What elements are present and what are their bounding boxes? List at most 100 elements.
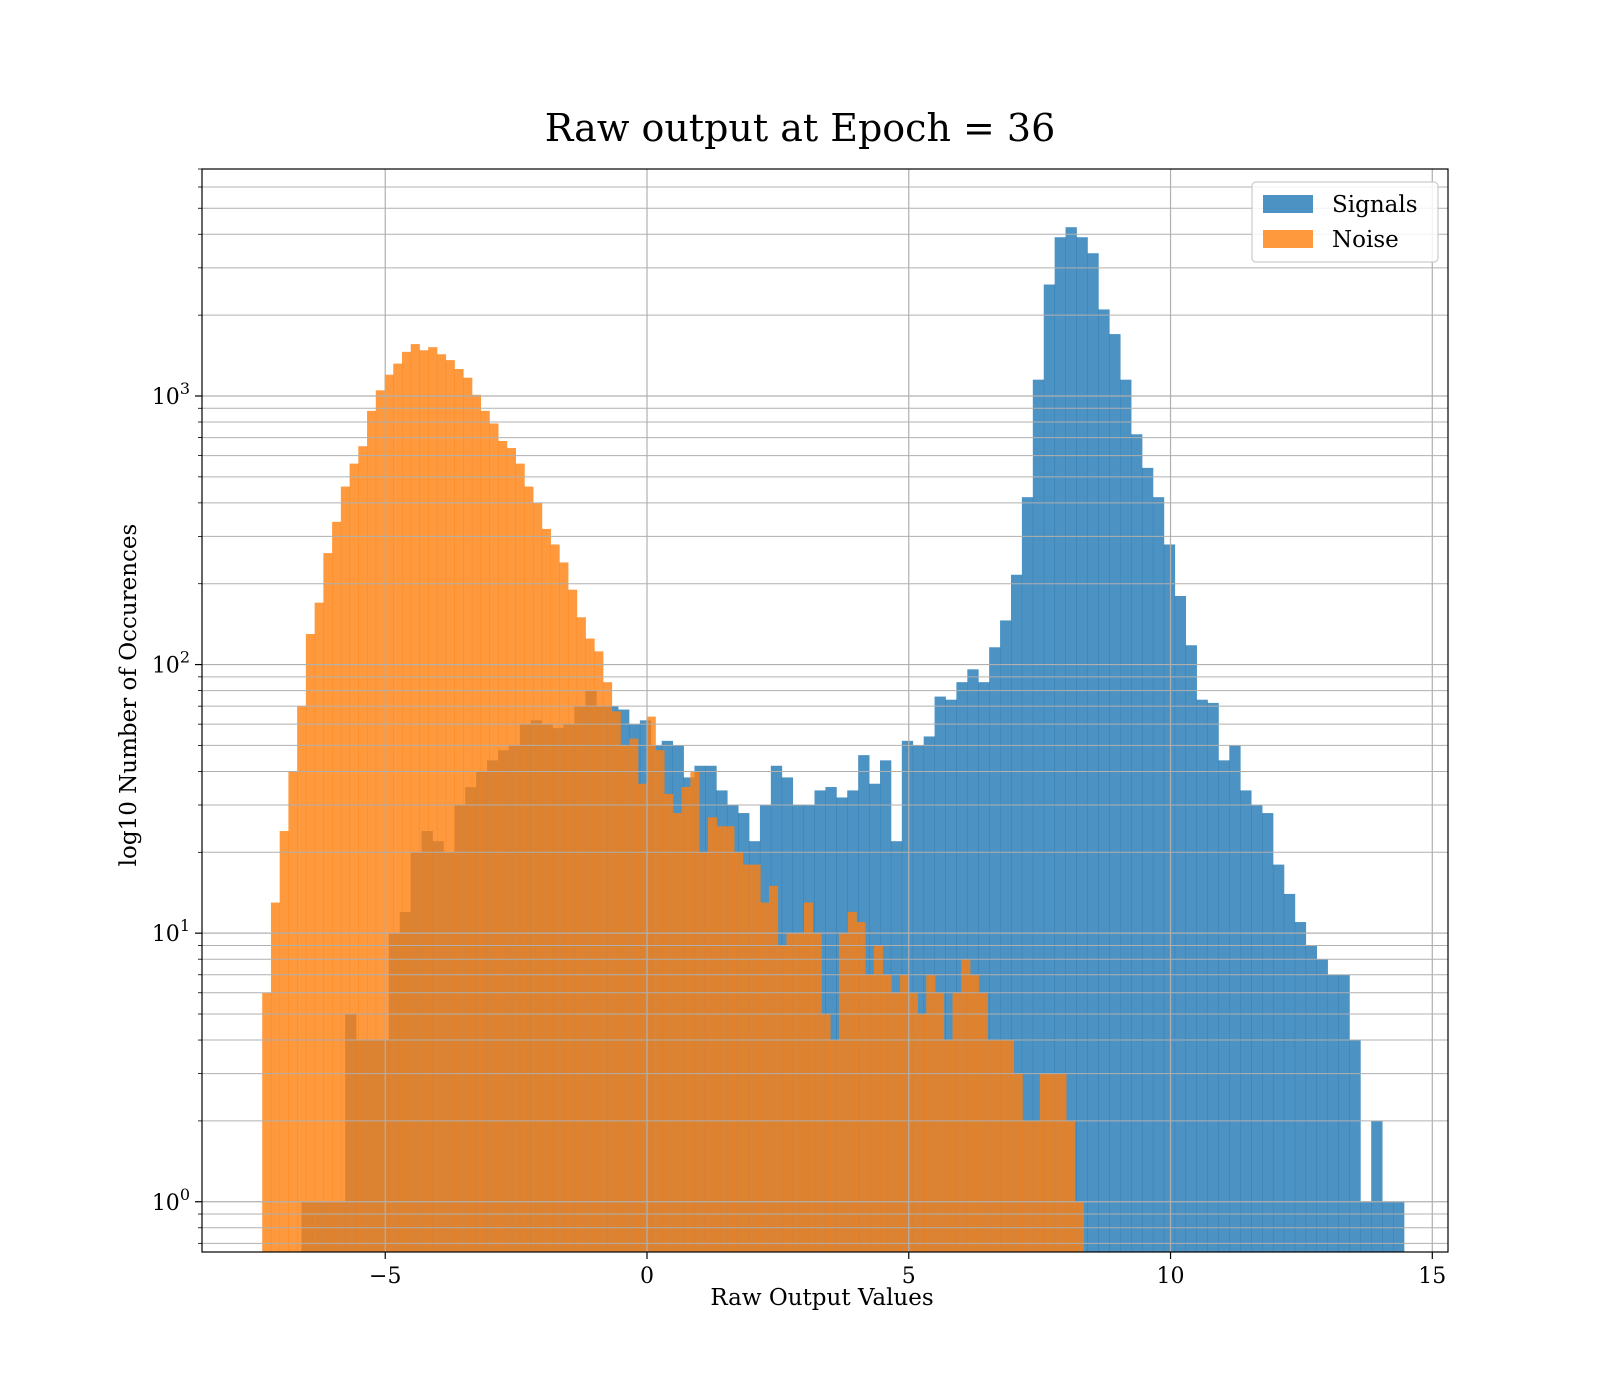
- signals-bar: [1185, 645, 1197, 1252]
- noise-bar: [943, 1040, 953, 1252]
- noise-bar: [384, 374, 394, 1252]
- noise-bar: [480, 410, 490, 1252]
- noise-bar: [768, 885, 779, 1252]
- signals-bar: [1349, 1040, 1361, 1252]
- signals-bar: [945, 699, 957, 1252]
- signals-bar: [1316, 959, 1328, 1252]
- noise-bar: [1004, 1040, 1015, 1252]
- noise-bar: [1066, 1120, 1076, 1252]
- legend-swatch-noise: [1263, 230, 1313, 248]
- bars-layer: [262, 227, 1405, 1252]
- signals-bar: [1251, 805, 1263, 1252]
- noise-bar: [742, 864, 752, 1252]
- noise-bar: [550, 544, 560, 1252]
- noise-bar: [926, 974, 936, 1252]
- signals-bar: [1174, 596, 1187, 1252]
- x-axis-ticks: −5 0 5 10 15: [369, 1252, 1446, 1289]
- noise-bar: [681, 787, 691, 1252]
- noise-bar: [594, 651, 604, 1252]
- noise-bar: [620, 745, 630, 1252]
- noise-bar: [856, 922, 866, 1252]
- noise-bar: [358, 446, 368, 1252]
- noise-bar: [987, 1040, 997, 1252]
- noise-bar: [655, 750, 665, 1252]
- x-tick-label: 15: [1418, 1264, 1446, 1289]
- noise-bar: [996, 1040, 1006, 1252]
- signals-bar: [1294, 922, 1307, 1252]
- noise-bar: [690, 771, 700, 1252]
- signals-bar: [1065, 227, 1077, 1252]
- signals-bar: [1218, 760, 1230, 1252]
- noise-bar: [463, 377, 473, 1252]
- noise-bar: [672, 813, 683, 1252]
- y-axis-label: log10 Number of Occurences: [116, 524, 142, 867]
- signals-bar: [1338, 974, 1350, 1252]
- signals-bar: [1131, 434, 1143, 1252]
- signals-bar: [1240, 790, 1252, 1252]
- signals-bar: [1043, 284, 1056, 1252]
- noise-bar: [952, 992, 962, 1252]
- noise-bar: [419, 350, 429, 1252]
- noise-bar: [559, 562, 569, 1252]
- legend-label-noise: Noise: [1332, 227, 1399, 253]
- noise-bar: [751, 864, 761, 1252]
- signals-bar: [1032, 379, 1045, 1252]
- noise-bar: [611, 711, 621, 1252]
- noise-bar: [314, 602, 324, 1252]
- signals-bar: [1076, 237, 1088, 1252]
- signals-bar: [825, 787, 837, 1252]
- noise-bar: [795, 933, 805, 1252]
- noise-bar: [288, 771, 298, 1252]
- noise-bar: [978, 992, 988, 1252]
- noise-bar: [393, 363, 403, 1252]
- noise-bar: [838, 933, 849, 1252]
- noise-bar: [629, 738, 639, 1252]
- x-axis-label: Raw Output Values: [710, 1285, 933, 1311]
- y-tick-label: 103: [152, 379, 190, 410]
- signals-bar: [1163, 544, 1176, 1252]
- signals-bar: [1229, 745, 1241, 1252]
- signals-bar: [1098, 309, 1110, 1252]
- signals-bar: [1196, 699, 1208, 1252]
- signals-bar: [1120, 379, 1132, 1252]
- noise-bar: [541, 528, 551, 1252]
- grid-layer: [202, 169, 1448, 1252]
- legend-swatch-signals: [1263, 195, 1313, 213]
- noise-bar: [1039, 1073, 1049, 1252]
- noise-bar: [506, 448, 516, 1252]
- signals-bar: [1371, 1120, 1383, 1252]
- noise-bar: [262, 992, 272, 1252]
- noise-bar: [1048, 1073, 1058, 1252]
- noise-bar: [847, 911, 857, 1252]
- noise-bar: [821, 1014, 831, 1252]
- noise-bar: [882, 974, 892, 1252]
- signals-bar: [978, 682, 990, 1252]
- signals-bar: [1152, 497, 1165, 1252]
- noise-bar: [375, 390, 385, 1252]
- signals-bar: [1141, 467, 1154, 1252]
- noise-bar: [637, 783, 648, 1252]
- y-tick-label: 100: [152, 1185, 190, 1216]
- noise-bar: [367, 410, 377, 1252]
- noise-bar: [270, 902, 281, 1252]
- noise-bar: [297, 706, 307, 1252]
- noise-bar: [1057, 1073, 1067, 1252]
- noise-bar: [1031, 1120, 1041, 1252]
- noise-bar: [646, 716, 656, 1252]
- noise-bar: [873, 945, 883, 1252]
- signals-bar: [1207, 702, 1219, 1252]
- x-tick-label: 10: [1157, 1264, 1185, 1289]
- noise-bar: [830, 1040, 840, 1252]
- signals-bar: [1360, 1201, 1372, 1252]
- noise-bar: [812, 933, 822, 1252]
- noise-bar: [454, 369, 464, 1252]
- chart-title: Raw output at Epoch = 36: [545, 106, 1056, 150]
- series-noise: [262, 344, 1084, 1252]
- x-tick-label: 5: [902, 1264, 916, 1289]
- noise-bar: [716, 826, 726, 1252]
- noise-bar: [891, 992, 901, 1252]
- noise-bar: [568, 589, 578, 1252]
- noise-bar: [961, 959, 971, 1252]
- noise-bar: [865, 974, 875, 1252]
